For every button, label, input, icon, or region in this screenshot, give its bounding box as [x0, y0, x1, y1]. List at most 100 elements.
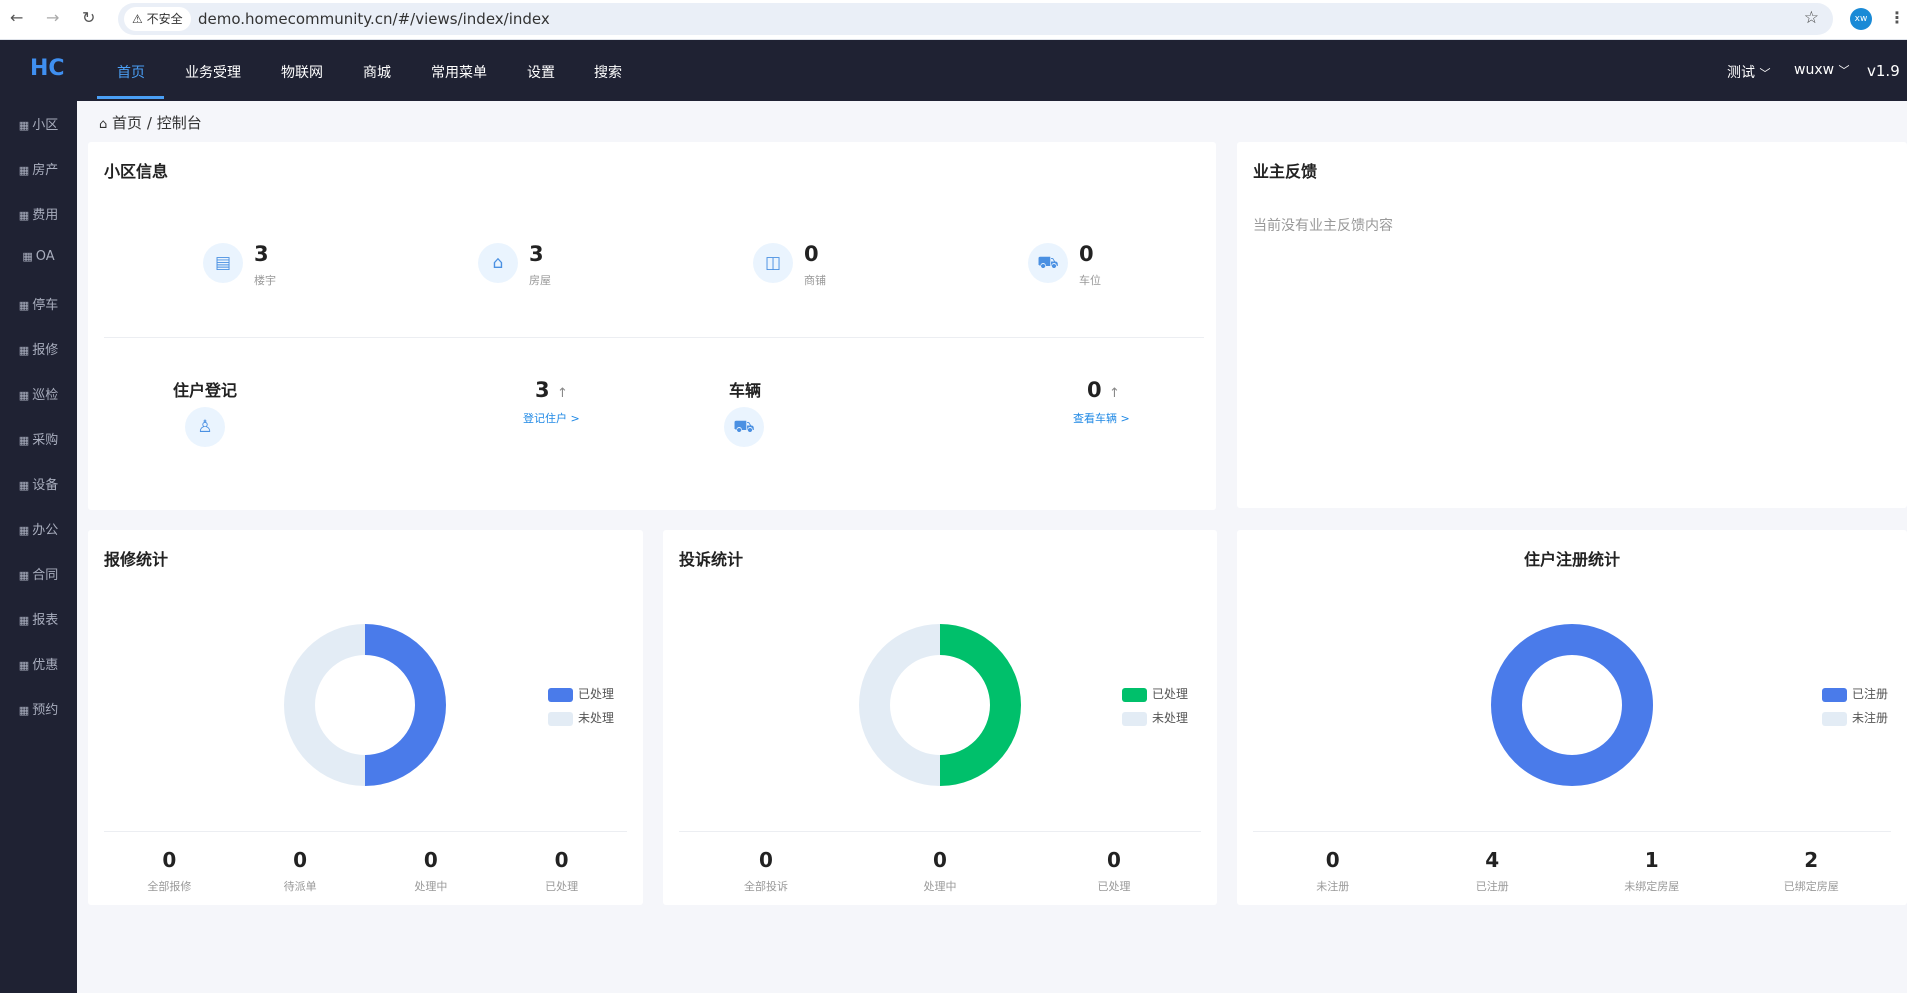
stat-label: 房屋 [529, 272, 551, 288]
url-text[interactable]: demo.homecommunity.cn/#/views/index/inde… [198, 10, 550, 28]
stat-value: 0 [109, 848, 229, 872]
grid-icon: ▦ [19, 119, 29, 132]
donut-slice-0[interactable] [940, 624, 1021, 786]
legend-item[interactable]: 已处理 [548, 685, 614, 702]
sidebar-item[interactable]: ▦优惠 [0, 654, 77, 673]
arrow-up-icon: ↑ [1109, 386, 1120, 401]
sidebar-item-label: 报修 [32, 343, 58, 358]
community-info-card: 小区信息 ▤3楼宇⌂3房屋◫0商铺⛟0车位 住户登记 ♙ 3 ↑ 登记住户 > … [88, 142, 1216, 510]
stat-label: 已绑定房屋 [1751, 878, 1871, 894]
stat-label: 全部投诉 [706, 878, 826, 894]
stat-label: 车位 [1079, 272, 1101, 288]
sidebar-item[interactable]: ▦预约 [0, 699, 77, 718]
sidebar-item[interactable]: ▦房产 [0, 159, 77, 178]
truck-icon: ⛟ [1028, 243, 1068, 283]
user-name: wuxw [1794, 62, 1834, 78]
legend-label: 未注册 [1852, 711, 1888, 725]
legend-item[interactable]: 已注册 [1822, 685, 1888, 702]
stat-label: 未绑定房屋 [1592, 878, 1712, 894]
legend-label: 已处理 [1152, 687, 1188, 701]
nav-common-menu[interactable]: 常用菜单 [431, 62, 487, 82]
donut-slice-0[interactable] [365, 624, 446, 786]
donut-slice-0[interactable] [1507, 640, 1638, 771]
back-icon[interactable]: ← [10, 8, 23, 27]
insecure-label: 不安全 [147, 12, 183, 26]
nav-home[interactable]: 首页 [117, 62, 145, 82]
nav-search[interactable]: 搜索 [594, 62, 622, 82]
chevron-down-icon: ﹀ [1839, 64, 1850, 77]
sidebar-item[interactable]: ▦巡检 [0, 384, 77, 403]
stat-value: 0 [706, 848, 826, 872]
sidebar-item-label: 巡检 [32, 388, 58, 403]
summary-stat: 0 全部报修 [109, 848, 229, 894]
arrow-up-icon: ↑ [557, 386, 568, 401]
stat-value: 3 [529, 242, 544, 266]
sidebar-item[interactable]: ▦停车 [0, 294, 77, 313]
sidebar-item[interactable]: ▦设备 [0, 474, 77, 493]
reload-icon[interactable]: ↻ [82, 8, 95, 27]
legend-swatch [1122, 712, 1147, 726]
profile-avatar[interactable]: xw [1850, 8, 1872, 30]
sidebar-item[interactable]: ▦合同 [0, 564, 77, 583]
sidebar-item[interactable]: ▦OA [0, 249, 77, 264]
stat-label: 待派单 [240, 878, 360, 894]
summary-stat: 2已绑定房屋 [1751, 848, 1871, 894]
sidebar-item[interactable]: ▦小区 [0, 114, 77, 133]
card-title: 小区信息 [104, 158, 168, 182]
sidebar-item[interactable]: ▦报表 [0, 609, 77, 628]
stat-label: 已处理 [1054, 878, 1174, 894]
grid-icon: ▦ [19, 704, 29, 717]
legend-label: 未处理 [1152, 711, 1188, 725]
register-owner-link[interactable]: 登记住户 > [523, 410, 580, 426]
stat-label: 已注册 [1432, 878, 1552, 894]
logo[interactable]: HC [30, 56, 65, 81]
forward-icon[interactable]: → [46, 8, 59, 27]
view-vehicles-link[interactable]: 查看车辆 > [1073, 410, 1130, 426]
summary-stat: 4已注册 [1432, 848, 1552, 894]
nav-mall[interactable]: 商城 [363, 62, 391, 82]
sidebar-item-label: 预约 [32, 703, 58, 718]
grid-icon: ▦ [19, 344, 29, 357]
community-dropdown[interactable]: 测试 ﹀ [1727, 62, 1770, 82]
sidebar-item-label: 报表 [32, 613, 58, 628]
feedback-card: 业主反馈 当前没有业主反馈内容 [1237, 142, 1907, 508]
sidebar-item-label: 优惠 [32, 658, 58, 673]
stat-label: 楼宇 [254, 272, 276, 288]
legend-item[interactable]: 未处理 [548, 709, 614, 726]
donut-slice-1[interactable] [284, 624, 365, 786]
stat-label: 全部报修 [109, 878, 229, 894]
building-icon: ▤ [203, 243, 243, 283]
legend-item[interactable]: 未注册 [1822, 709, 1888, 726]
legend-item[interactable]: 已处理 [1122, 685, 1188, 702]
stat-label: 商铺 [804, 272, 826, 288]
insecure-badge[interactable]: ⚠ 不安全 [124, 7, 191, 31]
more-menu-icon[interactable]: ⋮ [1889, 8, 1905, 27]
sidebar-item[interactable]: ▦采购 [0, 429, 77, 448]
sidebar-item-label: 停车 [32, 298, 58, 313]
donut-slice-1[interactable] [859, 624, 940, 786]
grid-icon: ▦ [19, 479, 29, 492]
grid-icon: ▦ [19, 209, 29, 222]
stat-value: 0 [880, 848, 1000, 872]
user-dropdown[interactable]: wuxw ﹀ [1794, 62, 1850, 78]
nav-settings[interactable]: 设置 [527, 62, 555, 82]
sidebar-item[interactable]: ▦费用 [0, 204, 77, 223]
legend-label: 未处理 [578, 711, 614, 725]
stat-value: 3 [254, 242, 269, 266]
breadcrumb: ⌂ 首页 / 控制台 [99, 112, 202, 133]
address-bar[interactable]: ⚠ 不安全 demo.homecommunity.cn/#/views/inde… [118, 3, 1833, 35]
legend-label: 已处理 [578, 687, 614, 701]
sidebar-item[interactable]: ▦报修 [0, 339, 77, 358]
grid-icon: ▦ [19, 164, 29, 177]
star-icon[interactable]: ☆ [1804, 8, 1819, 28]
sidebar-item[interactable]: ▦办公 [0, 519, 77, 538]
sidebar: ▦小区▦房产▦费用▦OA▦停车▦报修▦巡检▦采购▦设备▦办公▦合同▦报表▦优惠▦… [0, 101, 77, 993]
breadcrumb-home[interactable]: 首页 [112, 114, 142, 132]
truck-icon: ⛟ [724, 407, 764, 447]
nav-iot[interactable]: 物联网 [281, 62, 323, 82]
chart-card: 报修统计已处理未处理0全部报修0待派单0处理中0已处理 [88, 530, 643, 905]
legend-item[interactable]: 未处理 [1122, 709, 1188, 726]
summary-stat: 0处理中 [880, 848, 1000, 894]
nav-business[interactable]: 业务受理 [185, 62, 241, 82]
stat-value: 1 [1592, 848, 1712, 872]
